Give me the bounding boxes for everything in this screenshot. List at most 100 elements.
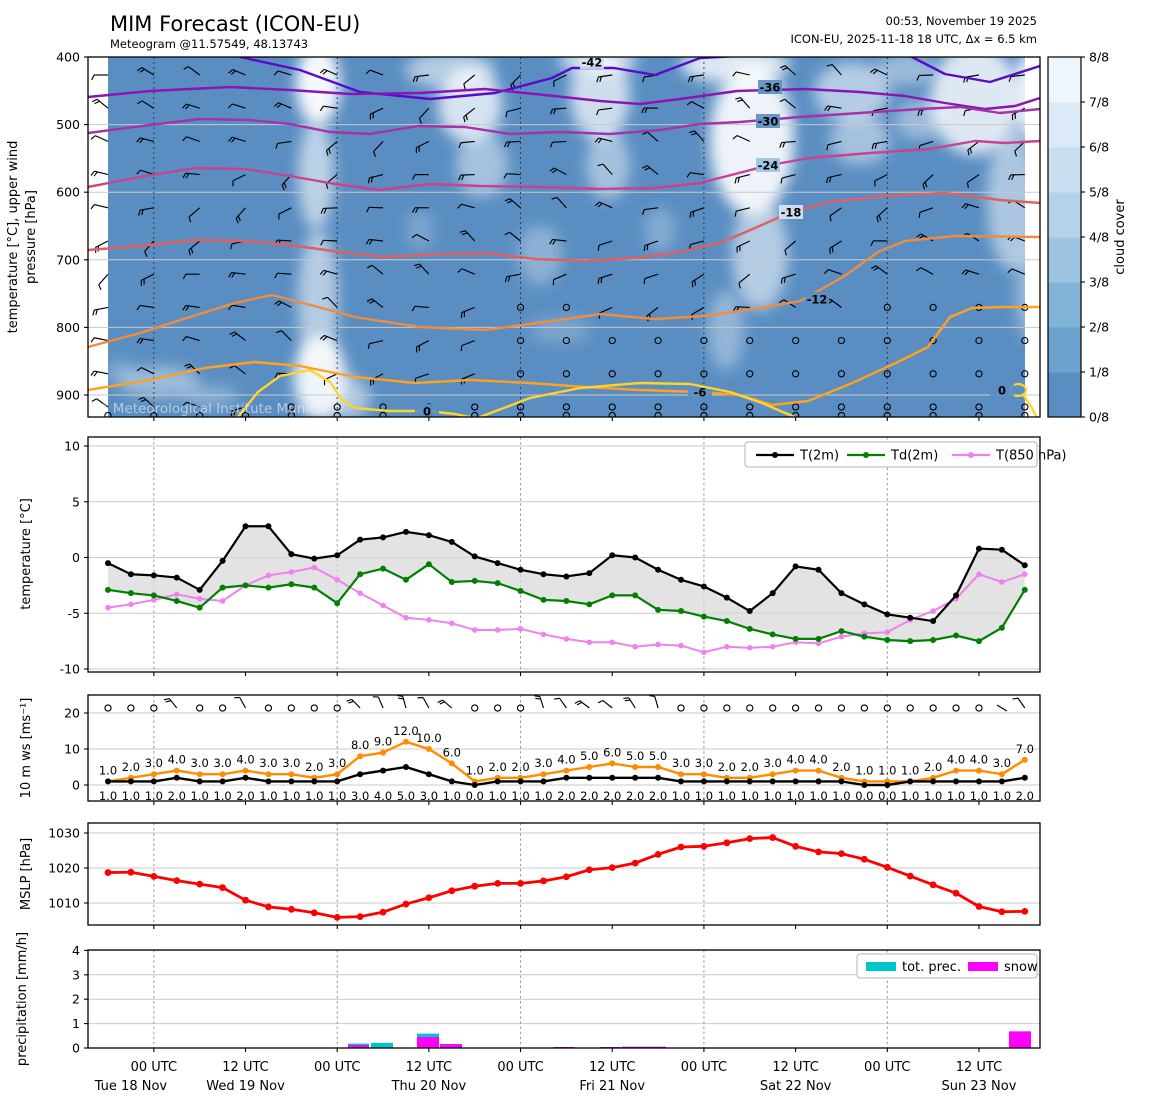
wind-barb: [186, 401, 200, 408]
wind-barb-tick: [437, 699, 443, 703]
wind-barb-tick: [961, 203, 966, 209]
cloud-patch: [644, 208, 676, 252]
td2m-point: [219, 584, 226, 591]
wind-barb-tick: [463, 116, 466, 123]
wind-barb: [416, 340, 430, 348]
gust-point: [815, 767, 822, 774]
wind-barb: [144, 240, 155, 252]
gust-value-label: 1.0: [878, 763, 896, 777]
t850-point: [884, 629, 891, 636]
calm-circle: [1021, 411, 1029, 417]
wind-mean-point: [219, 778, 226, 785]
wind-barb-tick: [93, 171, 98, 177]
wind-barb: [736, 134, 751, 142]
wind-mean-point: [815, 778, 822, 785]
colorbar-tick-label: 3/8: [1089, 275, 1109, 290]
wind-panel-ylabel: 10 m ws [ms⁻¹]: [19, 698, 34, 799]
wind-barb-tick: [283, 182, 287, 189]
wind-value-label: 2.0: [1016, 789, 1034, 803]
wind-barb-tick: [91, 98, 98, 103]
t850-point: [494, 627, 501, 633]
wind-barb-tick: [366, 207, 370, 213]
wind-barb-tick: [91, 398, 97, 402]
wind-barb-tick: [418, 118, 422, 124]
y-tick-label: 800: [56, 320, 80, 335]
wind-barb-tick: [823, 269, 829, 274]
t850-point: [334, 577, 341, 583]
wind-barb-tick: [784, 249, 787, 256]
t2m-point: [288, 551, 295, 558]
td2m-point: [288, 581, 295, 588]
calm-circle: [654, 336, 662, 345]
wind-barb-tick: [276, 301, 283, 307]
wind-value-label: 1.0: [832, 789, 850, 803]
t850-point: [151, 597, 157, 603]
calm-circle: [837, 704, 846, 712]
t850-point: [976, 571, 982, 578]
wind-barb: [919, 207, 934, 213]
wind-barb: [602, 163, 613, 175]
y-tick-label: 700: [56, 252, 80, 267]
wind-barb: [510, 74, 521, 86]
mslp-point: [631, 859, 639, 867]
wind-mean-point: [930, 778, 937, 785]
wind-barb: [922, 174, 934, 185]
wind-barb-tick: [642, 76, 645, 83]
wind-barb-tick: [188, 249, 191, 256]
t850-point: [815, 640, 822, 647]
calm-circle: [333, 403, 341, 411]
wind-mean-point: [953, 778, 960, 785]
calm-circle: [952, 704, 960, 712]
calm-circle: [700, 403, 708, 411]
wind-barb: [371, 298, 384, 308]
wind-barb: [461, 306, 475, 314]
temp-panel-ylabel: temperature [°C]: [19, 498, 34, 610]
t2m-point: [425, 532, 432, 539]
wind-barb-tick: [366, 298, 373, 302]
wind-mean-point: [792, 778, 799, 785]
wind-barb-tick: [1008, 174, 1012, 181]
gust-value-label: 6.0: [603, 745, 621, 759]
wind-barb-tick: [185, 173, 190, 179]
legend-label: snow: [1004, 960, 1038, 975]
t2m-point: [265, 523, 272, 530]
wind-barb: [233, 365, 246, 375]
wind-barb-tick: [230, 243, 233, 250]
wind-barb: [965, 269, 980, 275]
wind-barb-tick: [136, 169, 141, 175]
calm-circle: [493, 704, 502, 712]
wind-barb: [965, 203, 980, 209]
wind-barb: [920, 233, 934, 242]
temp-dewpoint-fill: [108, 526, 1025, 642]
wind-barb: [188, 207, 201, 218]
wind-barb-tick: [367, 264, 373, 269]
wind-mean-point: [655, 774, 662, 781]
wind-barb: [98, 273, 109, 286]
td2m-point: [425, 561, 432, 568]
wind-value-label: 1.0: [282, 789, 300, 803]
wind-barb-tick: [182, 136, 187, 142]
mslp-point: [860, 855, 868, 863]
mslp-point: [287, 905, 295, 913]
gust-value-label: 3.0: [213, 756, 231, 770]
cloud-panel-ylabel-2: pressure [hPa]: [24, 190, 39, 284]
wind-mean-point: [357, 771, 364, 778]
gust-point: [150, 771, 157, 778]
precip-panel-ylabel: precipitation [mm/h]: [15, 932, 30, 1066]
wind-barb-tick: [596, 76, 599, 83]
cloud-patch: [930, 57, 1020, 155]
wind-barb-tick: [642, 131, 648, 135]
wind-barb: [827, 105, 842, 109]
wind-barb-tick: [182, 401, 187, 407]
wind-barb-tick: [276, 330, 282, 334]
wind-barb-tick: [184, 363, 190, 367]
wind-barb: [506, 173, 521, 176]
td2m-point: [357, 571, 364, 578]
cloud-patch: [406, 210, 434, 250]
wind-barb-tick: [90, 337, 95, 343]
gust-point: [769, 771, 776, 778]
wind-value-label: 1.0: [718, 789, 736, 803]
wind-barb: [784, 240, 796, 251]
wind-barb: [139, 338, 154, 342]
gust-value-label: 4.0: [557, 753, 575, 767]
